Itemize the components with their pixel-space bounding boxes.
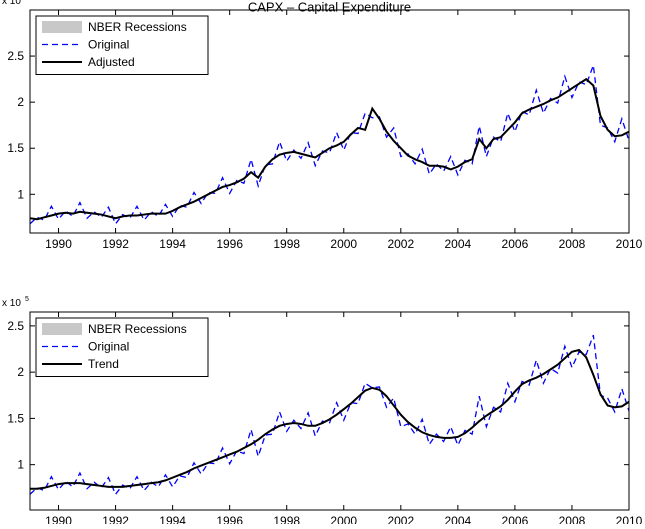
x-tick-label: 2002 [387, 514, 414, 524]
x-tick-label: 1990 [45, 237, 72, 251]
x-tick-label: 2004 [445, 237, 472, 251]
y-tick-label: 2 [17, 95, 24, 109]
x-tick-label: 1992 [102, 237, 129, 251]
y-tick-label: 2 [17, 365, 24, 379]
plot-frame [29, 9, 630, 234]
x-tick-label: 2010 [616, 237, 643, 251]
x-tick-label: 2002 [387, 237, 414, 251]
x-tick-label: 1994 [159, 237, 186, 251]
x-tick-label: 1998 [273, 514, 300, 524]
series-line [30, 348, 629, 490]
y-tick-label: 1.5 [7, 411, 24, 425]
legend-label: Original [88, 38, 129, 52]
y-exponent: 5 [25, 296, 29, 303]
x-tick-label: 2004 [445, 514, 472, 524]
series-line [30, 77, 629, 221]
x-tick-label: 2006 [502, 237, 529, 251]
y-exponent: 5 [25, 0, 29, 1]
y-tick-label: 1 [17, 187, 24, 201]
legend-label: NBER Recessions [88, 20, 187, 34]
legend-label: Trend [88, 357, 119, 371]
chart-title: CAPX – Capital Expenditure [248, 0, 411, 14]
y-multiplier: x 10 [2, 0, 21, 7]
x-tick-label: 2000 [330, 237, 357, 251]
series-line [30, 334, 629, 496]
legend-label: NBER Recessions [88, 322, 187, 336]
x-tick-label: 1998 [273, 237, 300, 251]
x-tick-label: 2000 [330, 514, 357, 524]
plot-frame [29, 311, 630, 511]
legend-label: Original [88, 340, 129, 354]
x-tick-label: 1994 [159, 514, 186, 524]
y-tick-label: 1.5 [7, 141, 24, 155]
legend-swatch [42, 323, 82, 335]
y-tick-label: 2.5 [7, 49, 24, 63]
y-tick-label: 1 [17, 458, 24, 472]
legend-label: Adjusted [88, 55, 135, 69]
y-multiplier: x 10 [2, 298, 21, 309]
x-tick-label: 2010 [616, 514, 643, 524]
x-tick-label: 1996 [216, 514, 243, 524]
x-tick-label: 2008 [559, 514, 586, 524]
x-tick-label: 1992 [102, 514, 129, 524]
legend-swatch [42, 21, 82, 33]
y-tick-label: 2.5 [7, 319, 24, 333]
x-tick-label: 2008 [559, 237, 586, 251]
x-tick-label: 1990 [45, 514, 72, 524]
x-tick-label: 1996 [216, 237, 243, 251]
x-tick-label: 2006 [502, 514, 529, 524]
